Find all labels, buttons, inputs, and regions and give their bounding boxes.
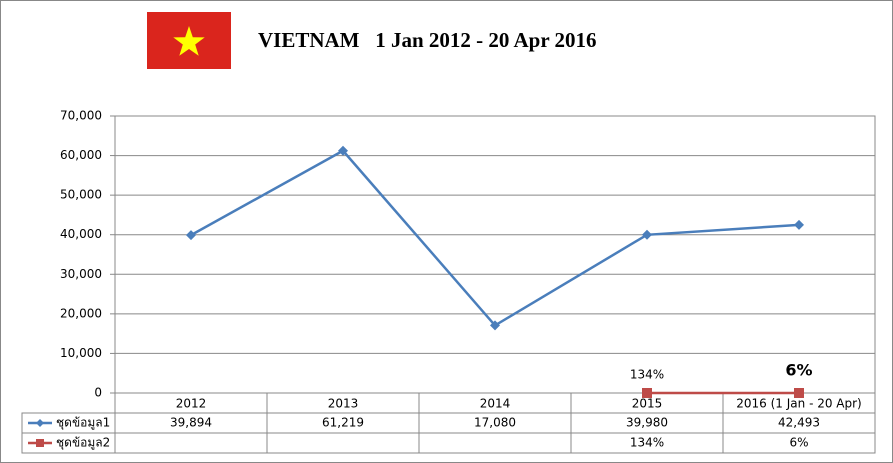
data-label: 134%	[630, 367, 664, 381]
point	[794, 219, 804, 230]
y-tick-label: 40,000	[60, 227, 102, 241]
flag	[147, 12, 231, 69]
table-cell: 39,894	[170, 416, 212, 430]
legend-label: ชุดข้อมูล1	[56, 416, 110, 431]
table-cell: 39,980	[626, 416, 668, 430]
x-tick-label: 2015	[632, 397, 663, 411]
legend-marker	[36, 419, 44, 427]
table-cell: 17,080	[474, 416, 516, 430]
point	[490, 320, 500, 331]
x-tick-label: 2012	[176, 397, 207, 411]
x-tick-label: 2014	[480, 397, 511, 411]
table-cell: 134%	[630, 436, 664, 450]
y-tick-label: 50,000	[60, 188, 102, 202]
table-cell: 61,219	[322, 416, 364, 430]
y-tick-label: 10,000	[60, 346, 102, 360]
legend-marker	[36, 439, 44, 447]
y-tick-label: 70,000	[60, 109, 102, 123]
legend-label: ชุดข้อมูล2	[56, 436, 110, 451]
y-tick-label: 20,000	[60, 306, 102, 320]
y-tick-label: 0	[94, 386, 102, 400]
point	[794, 387, 804, 398]
x-tick-label: 2013	[328, 397, 359, 411]
table-cell: 42,493	[778, 416, 820, 430]
point	[642, 229, 652, 240]
chart-title: VIETNAM 1 Jan 2012 - 20 Apr 2016	[258, 28, 597, 52]
x-tick-label: 2016 (1 Jan - 20 Apr)	[736, 397, 861, 411]
point	[186, 230, 196, 241]
data-label: 6%	[785, 360, 812, 379]
point	[642, 387, 652, 398]
y-tick-label: 60,000	[60, 148, 102, 162]
y-tick-label: 30,000	[60, 267, 102, 281]
point	[338, 145, 348, 156]
table-cell: 6%	[789, 436, 808, 450]
